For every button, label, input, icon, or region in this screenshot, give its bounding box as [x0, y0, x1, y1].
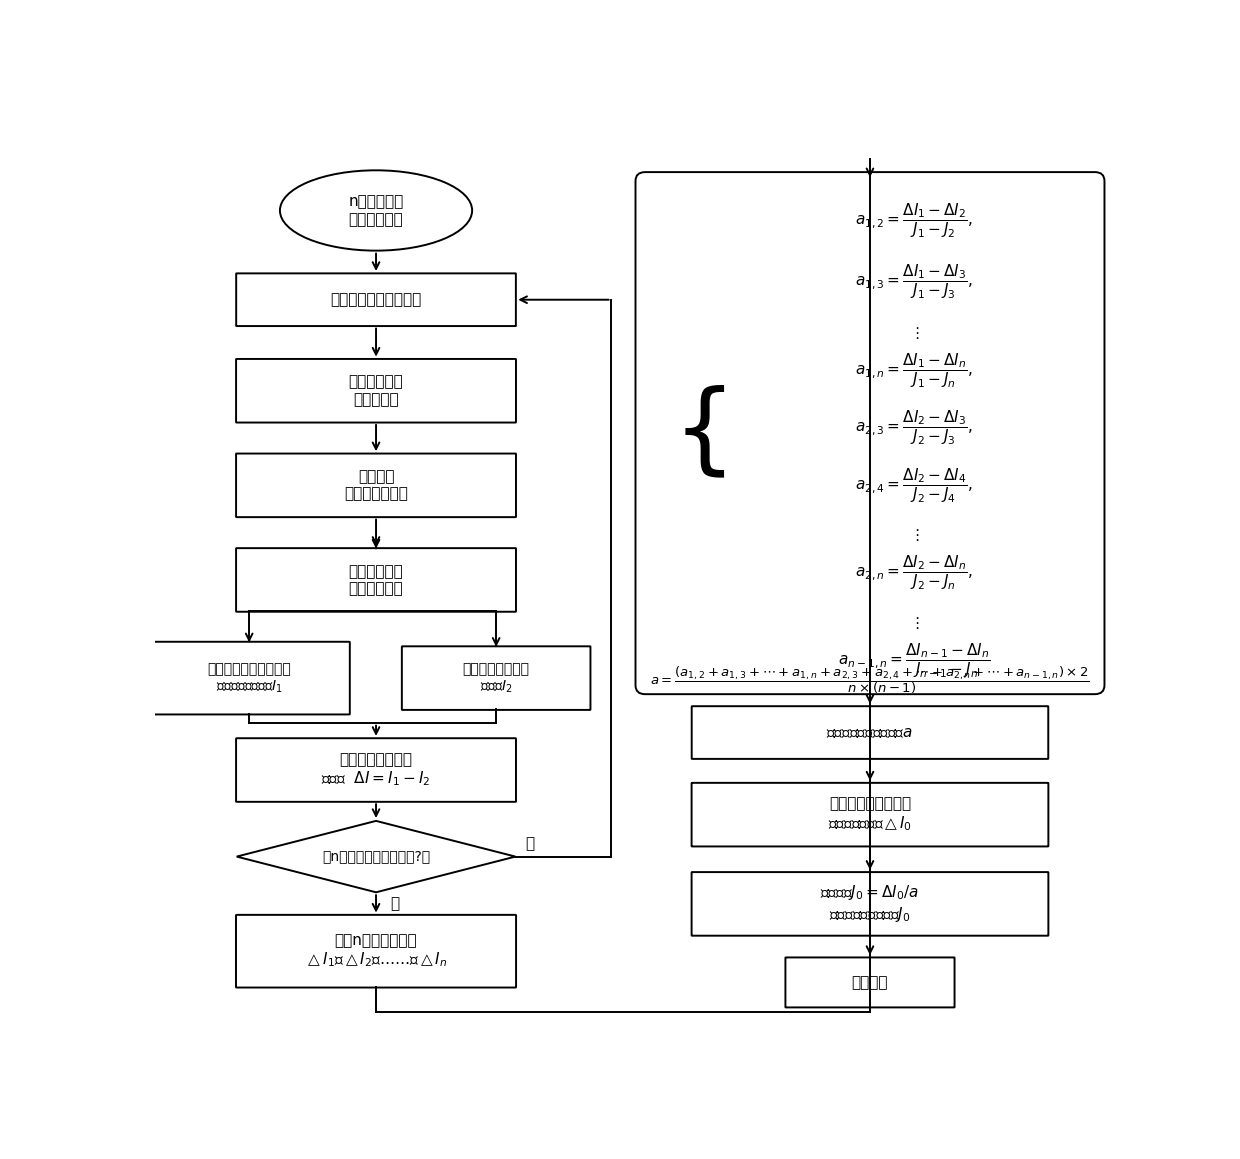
Text: $a=\dfrac{(a_{1,2}+a_{1,3}+\cdots+a_{1,n}+a_{2,3}+a_{2,4}+\cdots+a_{2,n}+\cdots+: $a=\dfrac{(a_{1,2}+a_{1,3}+\cdots+a_{1,n…: [650, 664, 1090, 695]
Text: 设置电机恒加速度启动: 设置电机恒加速度启动: [330, 292, 422, 307]
Text: 根据公式$J_0=\Delta I_0/a$
计算电机轴转动惯量$J_0$: 根据公式$J_0=\Delta I_0/a$ 计算电机轴转动惯量$J_0$: [821, 883, 920, 924]
Text: 标定结束: 标定结束: [852, 975, 888, 990]
Text: ＜n块标准块都已经完成?＞: ＜n块标准块都已经完成?＞: [322, 850, 430, 863]
Text: 否: 否: [525, 836, 534, 851]
Text: $a_{1,2}=\dfrac{\Delta I_1-\Delta I_2}{J_1-J_2},$: $a_{1,2}=\dfrac{\Delta I_1-\Delta I_2}{J…: [856, 202, 973, 240]
Text: 是: 是: [391, 896, 399, 911]
Text: $a_{2,3}=\dfrac{\Delta I_2-\Delta I_3}{J_2-J_3},$: $a_{2,3}=\dfrac{\Delta I_2-\Delta I_3}{J…: [856, 409, 973, 447]
Text: 启动电机
加速到第一转速: 启动电机 加速到第一转速: [343, 469, 408, 502]
Text: $\vdots$: $\vdots$: [909, 325, 919, 341]
Text: {: {: [673, 385, 737, 482]
Text: 两个电流相减得到
电流差  $\Delta I = I_1-I_2$: 两个电流相减得到 电流差 $\Delta I = I_1-I_2$: [321, 752, 430, 788]
Text: $a_{1,n}=\dfrac{\Delta I_1-\Delta I_n}{J_1-J_n},$: $a_{1,n}=\dfrac{\Delta I_1-\Delta I_n}{J…: [856, 352, 973, 391]
Text: $a_{2,n}=\dfrac{\Delta I_2-\Delta I_n}{J_2-J_n},$: $a_{2,n}=\dfrac{\Delta I_2-\Delta I_n}{J…: [856, 554, 973, 592]
Text: 不安装标准块，测电
机轴平均电流差$\triangle I_0$: 不安装标准块，测电 机轴平均电流差$\triangle I_0$: [828, 796, 911, 833]
Text: 得到n组平均电流差
$\triangle I_1$，$\triangle I_2$，……，$\triangle I_n$: 得到n组平均电流差 $\triangle I_1$，$\triangle I_2…: [305, 933, 448, 969]
Text: 得到转动惯量电流系数$a$: 得到转动惯量电流系数$a$: [827, 726, 914, 741]
Text: $\vdots$: $\vdots$: [909, 527, 919, 544]
Text: 将标准块安装
在电机轴上: 将标准块安装 在电机轴上: [348, 374, 403, 407]
Text: 转速稳定之后
切换第二转速: 转速稳定之后 切换第二转速: [348, 563, 403, 596]
Text: 测量电机稳定运转
的电流$I_2$: 测量电机稳定运转 的电流$I_2$: [463, 662, 529, 694]
Text: n块转动惯量
已知的标准块: n块转动惯量 已知的标准块: [348, 195, 404, 227]
Text: $a_{n-1,n}=\dfrac{\Delta I_{n-1}-\Delta I_n}{J_{n-1}-J_n}$: $a_{n-1,n}=\dfrac{\Delta I_{n-1}-\Delta …: [838, 642, 991, 680]
Text: 测量第一转速到第二转
速加速过程的电流$I_1$: 测量第一转速到第二转 速加速过程的电流$I_1$: [207, 662, 291, 694]
Text: $\vdots$: $\vdots$: [909, 614, 919, 630]
Text: $a_{2,4}=\dfrac{\Delta I_2-\Delta I_4}{J_2-J_4},$: $a_{2,4}=\dfrac{\Delta I_2-\Delta I_4}{J…: [856, 466, 973, 504]
Text: $a_{1,3}=\dfrac{\Delta I_1-\Delta I_3}{J_1-J_3},$: $a_{1,3}=\dfrac{\Delta I_1-\Delta I_3}{J…: [856, 263, 973, 301]
